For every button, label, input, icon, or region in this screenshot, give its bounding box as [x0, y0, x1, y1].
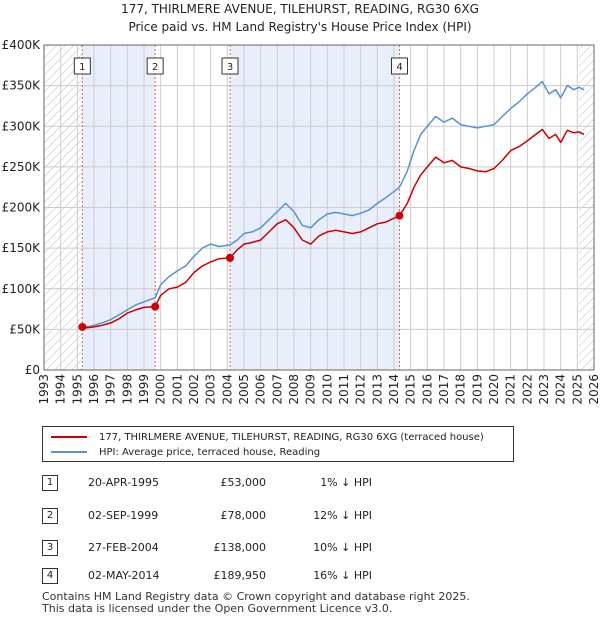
transaction-number: 2 — [42, 508, 58, 524]
transaction-price: £138,000 — [213, 541, 267, 554]
sale-number-label: 1 — [79, 62, 85, 73]
y-tick-label: £250K — [2, 160, 42, 174]
transaction-price: £189,950 — [213, 569, 267, 582]
chart-title: 177, THIRLMERE AVENUE, TILEHURST, READIN… — [121, 2, 479, 16]
sale-number-box — [73, 57, 91, 75]
x-tick-label: 1997 — [104, 374, 118, 405]
x-tick-label: 2017 — [437, 374, 451, 405]
sale-number-label: 3 — [227, 62, 233, 73]
x-tick-label: 2000 — [154, 374, 168, 405]
x-tick-label: 2011 — [337, 374, 351, 405]
x-tick-label: 2003 — [204, 374, 218, 405]
transaction-hpi-diff: 16% ↓ HPI — [313, 569, 372, 582]
y-tick-label: £200K — [2, 201, 42, 215]
series-line-property — [82, 128, 585, 329]
x-tick-label: 1994 — [54, 374, 68, 405]
transaction-number: 4 — [42, 568, 58, 584]
x-tick-label: 2016 — [420, 374, 434, 405]
transaction-hpi-diff: 10% ↓ HPI — [313, 541, 372, 554]
series-line-hpi — [82, 80, 585, 328]
x-tick-label: 2013 — [370, 374, 384, 405]
x-tick-label: 2021 — [504, 374, 518, 405]
y-tick-label: £300K — [2, 119, 42, 133]
footer-copyright: Contains HM Land Registry data © Crown c… — [42, 590, 470, 603]
sale-point — [151, 302, 160, 311]
legend-item-property: 177, THIRLMERE AVENUE, TILEHURST, READIN… — [51, 430, 484, 444]
x-tick-label: 2009 — [304, 374, 318, 405]
price-chart: £0 £50K £100K £150K £200K £250K £300K £350K £400… — [2, 38, 600, 405]
sale-point — [78, 322, 87, 331]
legend-label-property: 177, THIRLMERE AVENUE, TILEHURST, READIN… — [99, 431, 484, 443]
transaction-date: 20-APR-1995 — [88, 476, 160, 489]
x-tick-label: 2019 — [470, 374, 484, 405]
x-tick-label: 2008 — [287, 374, 301, 405]
transaction-number: 1 — [42, 475, 58, 491]
transaction-row: 1 20-APR-1995 £53,000 1% ↓ HPI — [42, 474, 462, 494]
x-tick-label: 1993 — [37, 374, 51, 405]
legend-swatch-property — [51, 436, 87, 438]
sale-number-box — [391, 57, 408, 75]
y-tick-label: £100K — [2, 282, 42, 296]
transaction-row: 3 27-FEB-2004 £138,000 10% ↓ HPI — [42, 539, 462, 559]
transaction-row: 4 02-MAY-2014 £189,950 16% ↓ HPI — [42, 567, 462, 587]
x-tick-label: 2002 — [187, 374, 201, 405]
footer-licence: This data is licensed under the Open Gov… — [42, 602, 393, 615]
transaction-date: 02-MAY-2014 — [88, 569, 160, 582]
transaction-date: 27-FEB-2004 — [88, 541, 159, 554]
x-tick-label: 1998 — [120, 374, 134, 405]
x-tick-label: 2004 — [220, 374, 234, 405]
y-tick-label: £350K — [2, 79, 42, 93]
legend-swatch-hpi — [51, 451, 87, 453]
x-tick-label: 2023 — [537, 374, 551, 405]
transaction-hpi-diff: 12% ↓ HPI — [313, 509, 372, 522]
plot-border — [43, 44, 595, 371]
sale-number-label: 4 — [396, 62, 402, 73]
transaction-hpi-diff: 1% ↓ HPI — [320, 476, 372, 489]
x-tick-label: 2026 — [587, 374, 600, 405]
x-tick-label: 2005 — [237, 374, 251, 405]
y-tick-label: £50K — [9, 322, 41, 336]
transaction-price: £53,000 — [220, 476, 267, 489]
x-tick-label: 1999 — [137, 374, 151, 405]
x-tick-label: 2018 — [454, 374, 468, 405]
legend-label-hpi: HPI: Average price, terraced house, Read… — [99, 446, 321, 458]
chart-subtitle: Price paid vs. HM Land Registry's House … — [128, 20, 472, 34]
transaction-number: 3 — [42, 540, 58, 556]
y-tick-label: £400K — [2, 38, 42, 52]
sale-point — [226, 253, 234, 262]
x-tick-label: 2001 — [170, 374, 184, 405]
x-tick-label: 2014 — [387, 374, 401, 405]
sale-number-label: 2 — [152, 62, 158, 73]
y-tick-label: £150K — [2, 241, 42, 255]
x-tick-label: 2020 — [487, 374, 501, 405]
sale-point — [395, 211, 404, 220]
x-tick-label: 2007 — [270, 374, 284, 405]
transaction-row: 2 02-SEP-1999 £78,000 12% ↓ HPI — [42, 507, 462, 527]
x-tick-label: 2024 — [554, 374, 568, 405]
x-tick-label: 2010 — [320, 374, 334, 405]
x-tick-label: 2012 — [354, 374, 368, 405]
x-tick-label: 2006 — [254, 374, 268, 405]
x-tick-label: 2015 — [404, 374, 418, 405]
x-tick-label: 2025 — [570, 374, 584, 405]
sale-number-box — [221, 57, 239, 75]
transaction-date: 02-SEP-1999 — [88, 509, 159, 522]
x-tick-label: 1995 — [70, 374, 84, 405]
legend: 177, THIRLMERE AVENUE, TILEHURST, READIN… — [42, 426, 514, 462]
legend-item-hpi: HPI: Average price, terraced house, Read… — [51, 445, 320, 459]
transaction-price: £78,000 — [220, 509, 267, 522]
y-tick-label: £0 — [25, 363, 40, 377]
x-tick-label: 2022 — [520, 374, 534, 405]
x-tick-label: 1996 — [87, 374, 101, 405]
sale-number-box — [146, 57, 164, 75]
